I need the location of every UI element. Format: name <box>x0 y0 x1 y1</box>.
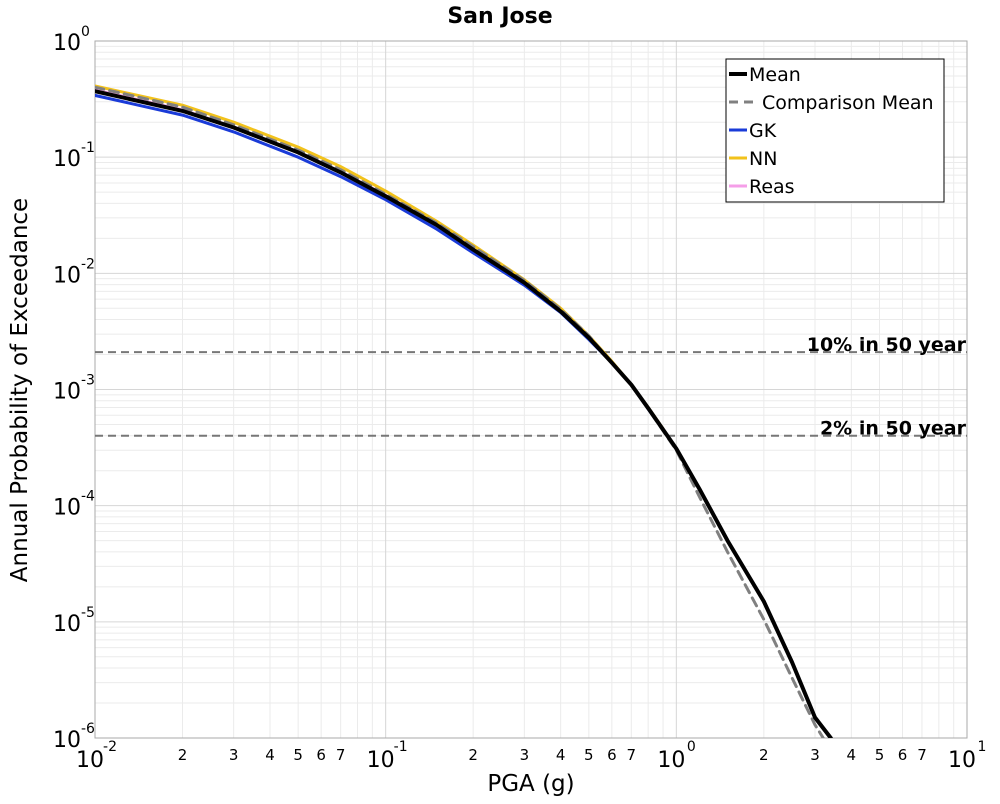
reference-lines: 10% in 50 year 2% in 50 year <box>95 334 967 440</box>
x-minor-tick-label: 4 <box>847 746 857 764</box>
y-tick-base: 10 <box>53 263 81 288</box>
y-tick-exponent: -6 <box>81 721 95 737</box>
x-minor-tick-label: 3 <box>520 746 530 764</box>
x-tick-label: 10 <box>948 748 976 773</box>
x-minor-tick-label: 5 <box>584 746 594 764</box>
x-axis-label: PGA (g) <box>487 771 574 797</box>
x-tick-exponent: -1 <box>394 739 408 755</box>
reference-line-label: 2% in 50 year <box>820 418 967 440</box>
x-tick-label: 10 <box>367 748 395 773</box>
y-tick-exponent: 0 <box>81 24 90 40</box>
x-tick-base: 10 <box>367 748 395 773</box>
x-minor-tick-label: 5 <box>875 746 885 764</box>
x-minor-tick-label: 7 <box>336 746 346 764</box>
x-minor-tick-label: 7 <box>627 746 637 764</box>
x-tick-base: 10 <box>76 748 104 773</box>
x-minor-tick-label: 6 <box>607 746 617 764</box>
y-tick-base: 10 <box>53 728 81 753</box>
grid-lines <box>94 40 968 739</box>
x-minor-tick-label: 6 <box>898 746 908 764</box>
x-tick-exponent: 0 <box>687 739 696 755</box>
x-tick-base: 10 <box>657 748 685 773</box>
legend-label: Reas <box>749 176 795 198</box>
x-minor-tick-label: 2 <box>468 746 478 764</box>
x-tick-label: 10 <box>76 748 104 773</box>
x-minor-tick-label: 3 <box>229 746 239 764</box>
y-tick-exponent: -3 <box>81 373 95 389</box>
series-line-comparison-mean <box>95 85 825 738</box>
legend-label: NN <box>749 148 777 170</box>
x-tick-label: 10 <box>657 748 685 773</box>
x-tick-exponent: 1 <box>978 739 987 755</box>
series-line-mean <box>95 89 833 738</box>
x-minor-tick-label: 6 <box>316 746 326 764</box>
x-minor-tick-label: 2 <box>178 746 188 764</box>
y-tick-exponent: -5 <box>81 605 95 621</box>
series-lines <box>95 84 833 738</box>
x-minor-tick-label: 2 <box>759 746 769 764</box>
plot-frame <box>94 40 968 739</box>
series-line-gk <box>95 93 665 432</box>
legend: Mean Comparison Mean GK NN Reas <box>725 58 945 203</box>
legend-label: Mean <box>749 64 801 86</box>
x-tick-exponent: -2 <box>103 739 117 755</box>
y-axis-label: Annual Probability of Exceedance <box>7 198 33 582</box>
x-minor-tick-label: 5 <box>293 746 303 764</box>
y-tick-exponent: -2 <box>81 256 95 272</box>
series-line-nn <box>95 84 665 431</box>
y-tick-base: 10 <box>53 31 81 56</box>
reference-line-label: 10% in 50 year <box>807 334 967 356</box>
x-minor-tick-label: 4 <box>265 746 275 764</box>
legend-label: GK <box>749 120 777 142</box>
x-minor-tick-label: 4 <box>556 746 566 764</box>
y-tick-exponent: -1 <box>81 140 95 156</box>
legend-label: Comparison Mean <box>762 92 934 114</box>
x-minor-tick-label: 3 <box>810 746 820 764</box>
y-tick-exponent: -4 <box>81 489 95 505</box>
x-tick-base: 10 <box>948 748 976 773</box>
series-line-reas <box>95 88 665 431</box>
y-tick-base: 10 <box>53 496 81 521</box>
chart-title: San Jose <box>447 4 552 29</box>
y-tick-base: 10 <box>53 612 81 637</box>
legend-box <box>725 58 945 203</box>
x-minor-tick-label: 7 <box>917 746 927 764</box>
y-tick-base: 10 <box>53 147 81 172</box>
y-tick-base: 10 <box>53 380 81 405</box>
